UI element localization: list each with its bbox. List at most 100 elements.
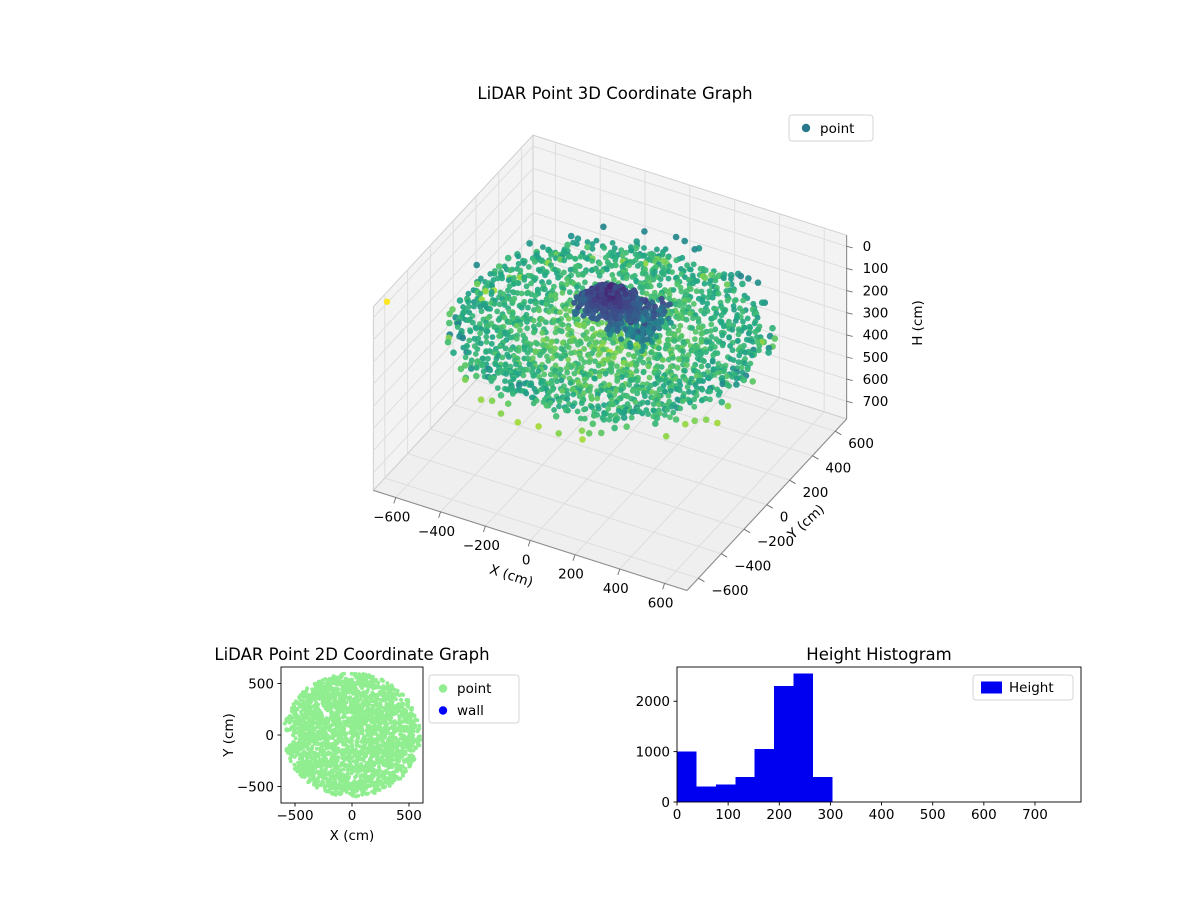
scatter3d-point (644, 399, 651, 406)
scatter2d-point (349, 786, 354, 791)
scatter2d-point (334, 750, 339, 754)
scatter3d-point (579, 285, 586, 291)
scatter3d-point (553, 338, 560, 344)
scatter2d-point (347, 775, 351, 780)
scatter3d-point (501, 302, 508, 308)
scatter2d-point (284, 746, 289, 751)
scatter3d-point (752, 329, 759, 335)
scatter3d-point (549, 355, 556, 361)
scatter3d-point (462, 354, 469, 361)
scatter3d-point (551, 319, 557, 325)
scatter3d-point (513, 322, 520, 329)
scatter3d-point (557, 309, 563, 316)
tick-mark (766, 504, 774, 509)
scatter3d-point (686, 388, 692, 395)
scatter3d-point (488, 340, 495, 347)
scatter2d-point (305, 767, 310, 772)
scatter3d-point (515, 280, 522, 287)
scatter3d-point (677, 405, 684, 412)
tick-label: 600 (863, 372, 889, 388)
scatter3d-point (616, 300, 623, 307)
scatter3d-point (640, 343, 647, 350)
scatter3d-point (595, 405, 602, 412)
scatter3d-point (665, 275, 672, 282)
scatter3d-point (652, 303, 658, 310)
scatter3d-point (554, 378, 560, 385)
scatter3d-point (692, 336, 698, 342)
scatter3d-point (552, 413, 560, 420)
tick-mark (698, 577, 705, 583)
scatter3d-point (495, 263, 503, 270)
scatter3d-point (488, 397, 496, 405)
scatter2d-point (389, 765, 394, 770)
scatter3d-point (620, 359, 627, 366)
scatter3d-point (618, 409, 625, 416)
scatter2d-point (327, 789, 332, 793)
scatter3d-point (640, 317, 646, 324)
scatter3d-point (467, 328, 474, 335)
scatter3d-point (695, 319, 702, 325)
scatter3d-point (643, 290, 650, 297)
scatter3d-point (552, 255, 559, 261)
scatter2d-point (305, 746, 310, 751)
scatter3d-point (653, 414, 661, 422)
scatter3d-point (446, 319, 453, 327)
scatter3d-point (506, 354, 512, 360)
scatter3d-point (681, 301, 687, 307)
scatter3d-point (588, 267, 595, 274)
scatter3d-point (720, 323, 727, 330)
scatter3d-point (708, 321, 715, 328)
scatter3d-point (697, 266, 704, 272)
scatter2d-point (376, 761, 381, 765)
scatter3d-point (665, 254, 671, 261)
scatter3d-point (592, 375, 598, 382)
scatter2d-point (314, 746, 319, 751)
scatter3d-point (569, 403, 576, 409)
scatter2d-point (392, 719, 397, 724)
scatter3d-point (632, 399, 639, 406)
scatter3d-point (622, 304, 629, 311)
scatter3d-point (669, 269, 675, 275)
scatter3d-point (709, 294, 716, 301)
scatter3d-point (563, 365, 570, 372)
scatter3d-point (503, 371, 509, 377)
tick-label: −600 (711, 583, 748, 599)
scatter2d-point (363, 709, 368, 714)
scatter2d-point (393, 705, 397, 710)
scatter3d-point (548, 297, 555, 304)
scatter3d-point (729, 373, 736, 380)
scatter3d-point (561, 257, 568, 264)
scatter3d-point (699, 299, 706, 305)
scatter3d-point (650, 251, 657, 258)
tick-label: 0 (780, 510, 789, 526)
scatter3d-point (619, 374, 625, 380)
scatter2d-point (343, 731, 348, 736)
scatter2d-point (360, 745, 365, 750)
scatter3d-point (692, 329, 699, 335)
scatter2d-point (312, 738, 317, 743)
scatter3d-point (673, 257, 680, 264)
scatter3d-point (668, 387, 674, 394)
scatter2d-point (305, 726, 309, 731)
plot3d-legend: point (788, 114, 874, 142)
scatter3d-point (728, 276, 734, 282)
scatter2d-point (330, 723, 335, 727)
scatter3d-point (730, 287, 737, 294)
scatter3d-point (559, 388, 566, 394)
scatter3d-point (540, 337, 547, 344)
scatter3d-point (536, 307, 542, 314)
scatter3d-point (701, 280, 708, 287)
scatter3d-point (610, 339, 616, 346)
scatter3d-point (740, 297, 746, 304)
scatter3d-point (524, 325, 531, 332)
scatter3d-point (612, 315, 619, 322)
scatter3d-point (724, 297, 731, 304)
scatter3d-point (473, 325, 479, 332)
scatter2d-point (362, 790, 367, 795)
scatter2d-point (415, 718, 420, 723)
scatter3d-point (652, 420, 659, 428)
scatter3d-point (611, 424, 618, 432)
gridline (384, 477, 699, 579)
scatter2d-point (375, 741, 380, 746)
scatter3d-point (564, 369, 571, 376)
